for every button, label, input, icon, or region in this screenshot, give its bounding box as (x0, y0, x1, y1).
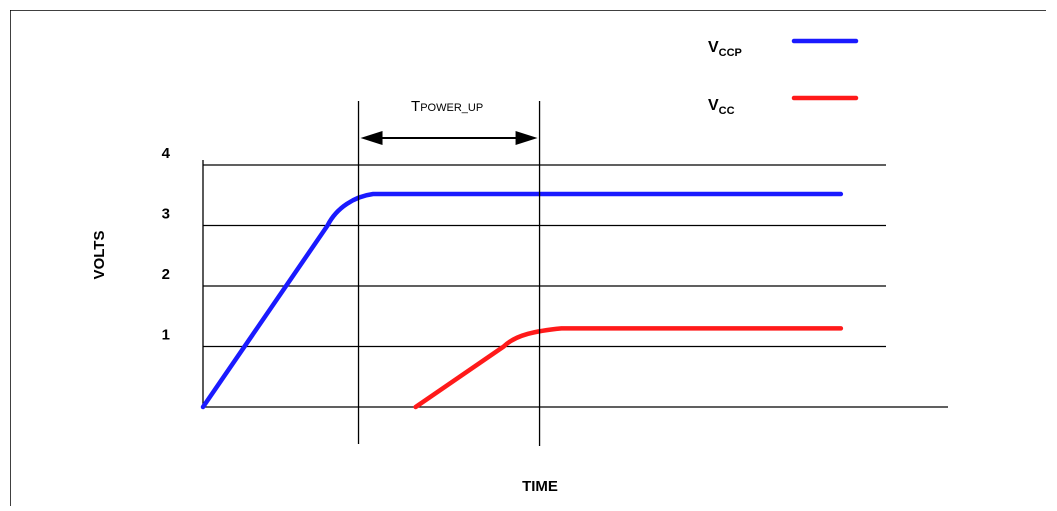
series-line-ccp (200, 191, 844, 410)
legend-label-cc: VCC (708, 97, 735, 117)
y-tick-label-4: 4 (162, 145, 171, 162)
y-tick-label-1: 1 (162, 327, 170, 344)
legend-label-ccp: VCCP (708, 39, 742, 59)
series-line-cc (413, 326, 844, 410)
power-up-timing-chart: 1 2 3 4 TPOWER_UP VCCP VCC VOLTS TIME (9, 9, 1046, 506)
axis-layer: 1 2 3 4 (162, 145, 948, 408)
y-tick-label-2: 2 (162, 266, 170, 283)
power-up-arrow-left-head (360, 131, 383, 145)
series-layer (200, 191, 844, 410)
grid-layer (203, 164, 886, 348)
legend-layer: VCCP VCC (708, 38, 859, 117)
y-axis-label: VOLTS (91, 231, 108, 280)
x-axis-label: TIME (522, 478, 558, 495)
power-up-label: TPOWER_UP (411, 98, 483, 115)
y-tick-label-3: 3 (162, 206, 170, 223)
annotation-layer: TPOWER_UP (357, 98, 541, 446)
power-up-arrow-right-head (515, 131, 538, 145)
chart-frame: 1 2 3 4 TPOWER_UP VCCP VCC VOLTS TIME (9, 9, 1046, 506)
